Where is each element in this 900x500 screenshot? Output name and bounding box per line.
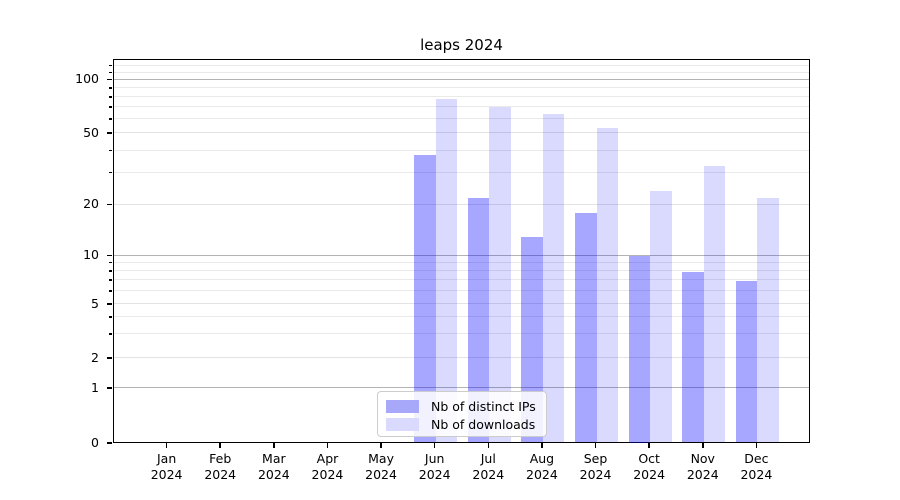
y-minor-tick [109, 333, 112, 335]
gridline-minor [114, 71, 809, 73]
y-tick-label: 0 [91, 434, 99, 450]
x-tick-label: Apr 2024 [311, 451, 344, 482]
bar-downloads-nov [703, 166, 726, 443]
y-minor-tick [109, 171, 112, 174]
y-minor-tick [109, 87, 112, 89]
y-minor-tick [109, 316, 112, 318]
x-tick-label: Jul 2024 [472, 451, 505, 482]
gridline-major [114, 254, 809, 256]
bar-downloads-aug [542, 113, 565, 443]
y-minor-tick [109, 106, 112, 108]
y-tick-label: 5 [91, 295, 99, 311]
x-tick [702, 443, 704, 448]
y-minor-tick [109, 71, 112, 74]
gridline-minor [114, 64, 809, 66]
legend: Nb of distinct IPs Nb of downloads [377, 391, 547, 437]
x-tick [541, 443, 543, 448]
legend-swatch-distinct-ips [386, 399, 419, 413]
x-tick-label: Mar 2024 [257, 451, 290, 482]
x-tick [648, 443, 650, 448]
x-tick-label: Dec 2024 [740, 451, 773, 482]
x-tick [755, 443, 758, 448]
y-minor-tick [109, 279, 112, 281]
gridline-labeled [114, 303, 809, 304]
x-tick [380, 443, 382, 448]
y-minor-tick [109, 96, 112, 98]
y-tick-label: 50 [83, 124, 99, 140]
legend-entry-downloads: Nb of downloads [386, 416, 538, 432]
x-tick-label: Feb 2024 [204, 451, 237, 482]
x-tick-label: Jan 2024 [150, 451, 183, 482]
gridline-minor [114, 279, 809, 281]
bar-distinct-ips-nov [682, 271, 704, 443]
y-minor-tick [109, 261, 112, 264]
y-minor-tick [109, 149, 112, 152]
x-tick [273, 443, 275, 448]
legend-label-distinct-ips: Nb of distinct IPs [431, 398, 536, 414]
y-tick-label: 100 [75, 71, 99, 87]
x-tick [594, 443, 597, 448]
x-tick [219, 443, 221, 448]
y-minor-tick [109, 118, 112, 120]
gridline-major [114, 387, 809, 388]
bar-distinct-ips-dec [735, 280, 758, 443]
x-tick-label: Oct 2024 [633, 451, 666, 482]
y-tick [107, 203, 112, 205]
legend-entry-distinct-ips: Nb of distinct IPs [386, 398, 538, 414]
gridline-minor [114, 316, 809, 318]
y-tick [107, 303, 112, 305]
x-tick-label: Aug 2024 [526, 451, 558, 482]
gridline-labeled [114, 357, 809, 358]
gridline-minor [114, 149, 809, 151]
y-tick [107, 387, 112, 389]
gridline-minor [114, 106, 809, 108]
gridline-minor [114, 290, 809, 292]
gridline-minor [114, 96, 809, 98]
bar-distinct-ips-jul [467, 197, 490, 443]
y-minor-tick [109, 270, 112, 272]
bar-downloads-dec [757, 197, 779, 443]
x-tick-label: Sep 2024 [579, 451, 612, 482]
gridline-minor [114, 261, 809, 263]
bar-downloads-jul [489, 106, 511, 443]
x-tick [487, 443, 490, 448]
y-tick [107, 357, 112, 359]
plot-area [113, 59, 810, 443]
y-tick-label: 20 [83, 196, 99, 211]
x-tick [326, 443, 329, 448]
gridline-minor [114, 87, 809, 88]
x-tick-label: Jun 2024 [418, 451, 451, 482]
y-tick [107, 132, 112, 134]
gridline-minor [114, 171, 809, 173]
y-minor-tick [109, 64, 112, 67]
gridline-labeled [114, 132, 809, 134]
gridline-minor [114, 333, 809, 335]
y-minor-tick [109, 290, 112, 292]
y-tick [107, 442, 112, 444]
gridline-major [114, 78, 809, 80]
bar-downloads-jun [435, 98, 458, 443]
y-tick-label: 2 [91, 349, 99, 365]
x-tick-label: May 2024 [365, 451, 397, 482]
bar-distinct-ips-jun [414, 155, 436, 443]
bar-distinct-ips-sep [575, 212, 597, 443]
gridline-labeled [114, 203, 809, 205]
gridline-minor [114, 118, 809, 120]
bar-downloads-oct [650, 190, 672, 443]
y-tick [107, 78, 112, 81]
x-tick [165, 443, 168, 448]
y-tick-label: 10 [83, 247, 99, 262]
legend-swatch-downloads [386, 417, 419, 431]
bar-distinct-ips-oct [628, 256, 651, 443]
gridline-minor [114, 270, 809, 272]
x-tick [433, 443, 436, 448]
x-tick-label: Nov 2024 [686, 451, 719, 482]
bar-downloads-sep [596, 127, 619, 443]
legend-label-downloads: Nb of downloads [431, 416, 536, 432]
y-tick [107, 254, 112, 256]
chart-title: leaps 2024 [420, 36, 503, 54]
y-tick-label: 1 [91, 379, 99, 395]
